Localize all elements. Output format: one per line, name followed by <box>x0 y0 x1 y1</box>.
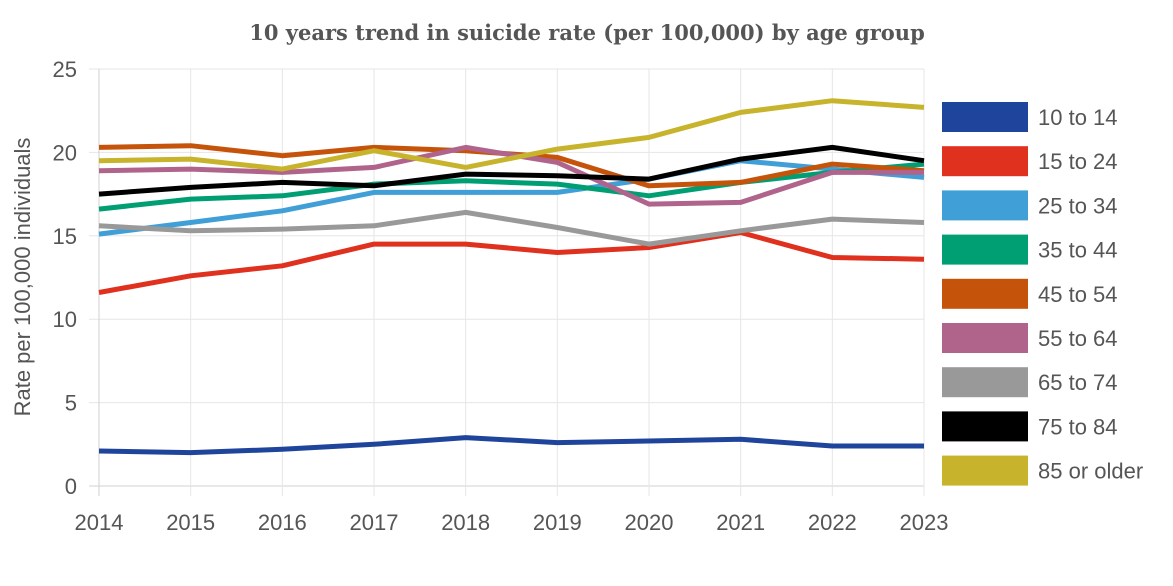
legend-item[interactable]: 10 to 14 <box>942 102 1118 132</box>
x-tick-label: 2017 <box>350 510 399 535</box>
legend-item[interactable]: 25 to 34 <box>942 190 1118 221</box>
legend-swatch <box>942 367 1028 398</box>
legend-swatch <box>942 411 1028 442</box>
legend-label: 35 to 44 <box>1038 238 1118 263</box>
legend-item[interactable]: 15 to 24 <box>942 146 1118 177</box>
series-line-75-to-84 <box>98 144 925 197</box>
series-line-55-to-64 <box>98 144 924 207</box>
legend-item[interactable]: 35 to 44 <box>942 234 1118 265</box>
x-tick-label: 2016 <box>258 510 307 535</box>
grid <box>89 68 925 496</box>
series-line-85-or-older <box>98 98 925 172</box>
legend-label: 45 to 54 <box>1038 282 1118 307</box>
legend-swatch <box>942 190 1028 221</box>
legend-label: 10 to 14 <box>1038 105 1118 130</box>
legend-item[interactable]: 75 to 84 <box>942 411 1118 442</box>
x-axis-ticks: 2014 2015 2016 2017 2018 2019 2020 2021 2022 2023 <box>75 510 949 535</box>
y-tick-label: 0 <box>65 474 77 499</box>
legend-swatch <box>942 455 1028 486</box>
legend-swatch <box>942 234 1028 265</box>
legend-item[interactable]: 45 to 54 <box>942 278 1118 309</box>
legend-label: 65 to 74 <box>1038 370 1118 395</box>
x-tick-label: 2023 <box>900 510 949 535</box>
y-axis-ticks: 0 5 10 15 20 25 <box>53 57 77 499</box>
x-tick-label: 2021 <box>716 510 765 535</box>
x-tick-label: 2014 <box>75 510 124 535</box>
legend-label: 55 to 64 <box>1038 326 1118 351</box>
y-tick-label: 10 <box>53 307 77 332</box>
legend-item[interactable]: 55 to 64 <box>942 323 1118 353</box>
series-line-10-to-14 <box>98 435 924 456</box>
legend[interactable]: 10 to 14 15 to 24 25 to 34 35 to 44 45 to 54… <box>942 102 1143 486</box>
series-line-35-to-44 <box>98 161 925 212</box>
legend-swatch <box>942 278 1028 309</box>
legend-label: 85 or older <box>1038 459 1143 484</box>
legend-swatch <box>942 323 1028 353</box>
chart-title: 10 years trend in suicide rate (per 100,… <box>249 20 925 45</box>
x-tick-label: 2022 <box>808 510 857 535</box>
y-tick-label: 20 <box>53 140 77 165</box>
x-tick-label: 2020 <box>625 510 674 535</box>
x-tick-label: 2015 <box>166 510 215 535</box>
legend-label: 75 to 84 <box>1038 414 1118 439</box>
y-tick-label: 5 <box>65 391 77 416</box>
legend-swatch <box>942 146 1028 177</box>
legend-swatch <box>942 102 1028 132</box>
legend-label: 15 to 24 <box>1038 149 1118 174</box>
series-lines <box>98 98 925 456</box>
legend-item[interactable]: 85 or older <box>942 455 1143 486</box>
legend-item[interactable]: 65 to 74 <box>942 367 1118 398</box>
y-tick-label: 15 <box>53 224 77 249</box>
y-axis-label: Rate per 100,000 individuals <box>10 138 35 417</box>
series-line-15-to-24 <box>98 230 925 295</box>
series-line-25-to-34 <box>98 158 925 237</box>
x-tick-label: 2018 <box>441 510 490 535</box>
series-line-65-to-74 <box>98 209 925 247</box>
legend-label: 25 to 34 <box>1038 193 1118 218</box>
y-tick-label: 25 <box>53 57 77 82</box>
x-tick-label: 2019 <box>533 510 582 535</box>
